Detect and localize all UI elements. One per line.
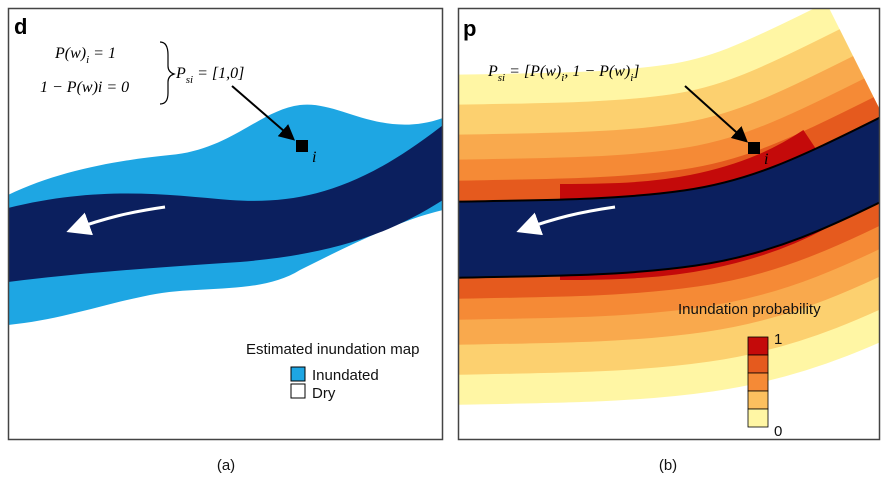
pixel-marker — [296, 140, 308, 152]
color-scale — [748, 337, 768, 427]
pixel-marker — [748, 142, 760, 154]
legend-title: Estimated inundation map — [246, 341, 419, 358]
formula: P(w)i = 1 — [54, 45, 116, 66]
legend-swatch — [291, 384, 305, 398]
scale-swatch — [748, 373, 768, 391]
scale-swatch — [748, 391, 768, 409]
formula-sub: si — [186, 74, 193, 86]
legend-swatch — [291, 367, 305, 381]
formula-sub: si — [498, 72, 505, 84]
formula-part: P — [175, 65, 186, 82]
formula-part: P(w) — [54, 45, 86, 62]
scale-min: 0 — [774, 423, 782, 440]
point-label: i — [312, 149, 316, 166]
legend-title: Inundation probability — [678, 301, 821, 318]
formula-part: = [1,0] — [193, 65, 244, 82]
formula: Psi = [1,0] — [175, 65, 244, 86]
formula-part: ] — [632, 63, 639, 80]
figure: d P(w)i = 1 1 − P(w)i = 0 Psi = [1,0] i … — [0, 0, 881, 479]
caption: (b) — [659, 457, 677, 474]
panel-letter: p — [463, 16, 476, 41]
formula-part: , 1 − P(w) — [564, 63, 630, 80]
scale-swatch — [748, 409, 768, 427]
formula: 1 − P(w)i = 0 — [40, 79, 129, 96]
scale-max: 1 — [774, 331, 782, 348]
brace — [160, 42, 174, 104]
panel-b-map — [440, 150, 881, 240]
legend-label: Inundated — [312, 367, 379, 384]
scale-swatch — [748, 355, 768, 373]
caption: (a) — [217, 457, 235, 474]
scale-swatch — [748, 337, 768, 355]
panel-a-map — [8, 105, 443, 325]
point-label: i — [764, 151, 768, 168]
probability-bands — [440, 150, 881, 240]
panel-letter: d — [14, 14, 27, 39]
legend-label: Dry — [312, 385, 336, 402]
formula-part: = [P(w) — [505, 63, 561, 80]
formula-part: P — [487, 63, 498, 80]
formula-part: = 1 — [89, 45, 116, 62]
